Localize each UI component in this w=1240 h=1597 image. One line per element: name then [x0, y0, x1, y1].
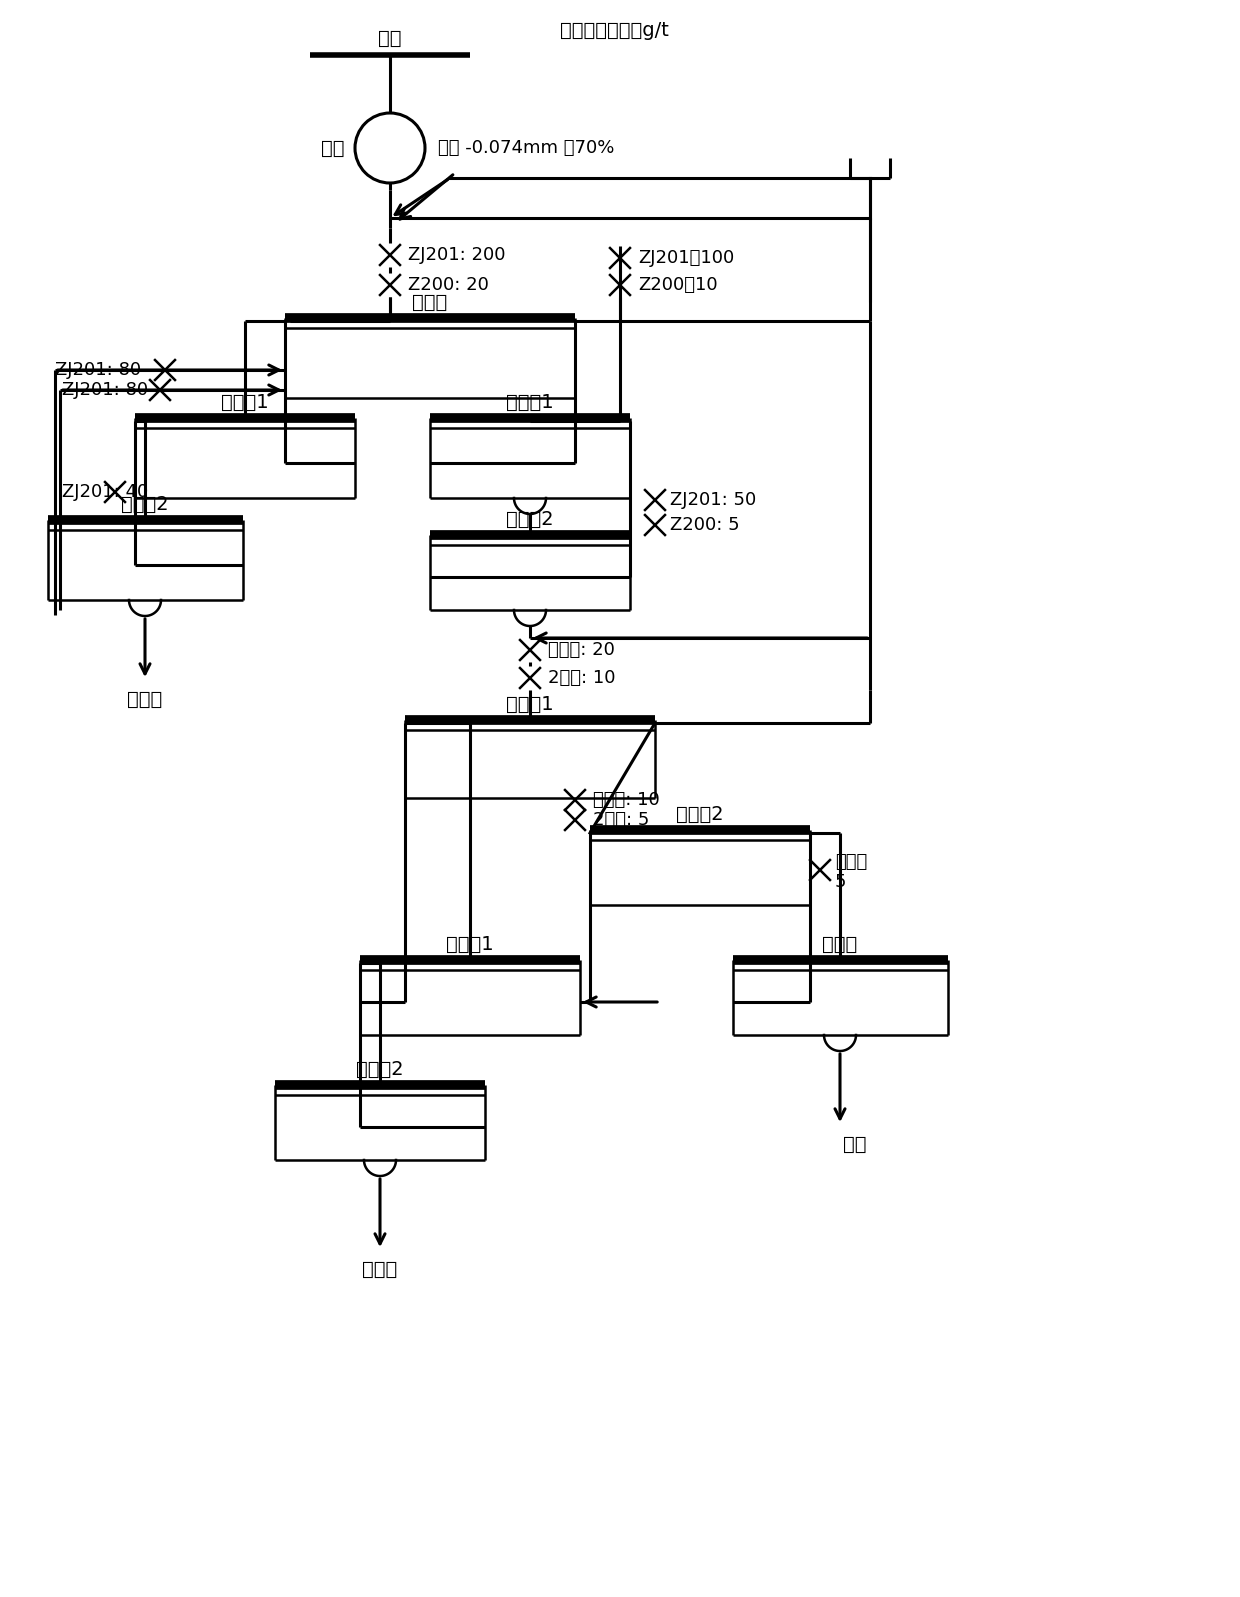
- Text: 铜粗选: 铜粗选: [413, 292, 448, 311]
- Text: 2号油: 5: 2号油: 5: [593, 811, 650, 829]
- Text: 原矿: 原矿: [378, 29, 402, 48]
- Text: 铅粗选1: 铅粗选1: [506, 695, 554, 714]
- Text: ZJ201: 40: ZJ201: 40: [62, 482, 149, 501]
- Text: ZJ201: 80: ZJ201: 80: [62, 382, 148, 399]
- Text: ZJ201: 80: ZJ201: 80: [55, 361, 141, 378]
- Text: 铜精选1: 铜精选1: [221, 393, 269, 412]
- Text: 尾矿: 尾矿: [843, 1135, 867, 1155]
- Text: 铅扫选: 铅扫选: [822, 934, 858, 953]
- Text: ZJ201：100: ZJ201：100: [639, 249, 734, 267]
- Text: 乙硫氮: 乙硫氮: [835, 853, 867, 870]
- Text: 细度 -0.074mm 占70%: 细度 -0.074mm 占70%: [438, 139, 614, 157]
- Text: 铅精矿: 铅精矿: [362, 1260, 398, 1279]
- Text: 铜精矿: 铜精矿: [128, 690, 162, 709]
- Text: 5: 5: [835, 874, 847, 891]
- Text: 铜精选2: 铜精选2: [122, 495, 169, 514]
- Text: Z200: 5: Z200: 5: [670, 516, 739, 533]
- Text: 铅粗选2: 铅粗选2: [676, 805, 724, 824]
- Text: 2号油: 10: 2号油: 10: [548, 669, 615, 687]
- Text: 磨矿: 磨矿: [321, 139, 345, 158]
- Text: Z200: 20: Z200: 20: [408, 276, 489, 294]
- Text: 铜扫选1: 铜扫选1: [506, 393, 554, 412]
- Text: Z200：10: Z200：10: [639, 276, 718, 294]
- Text: 铅精选1: 铅精选1: [446, 934, 494, 953]
- Text: 药剂用量单位：g/t: 药剂用量单位：g/t: [560, 21, 668, 40]
- Text: ZJ201: 200: ZJ201: 200: [408, 246, 506, 264]
- Text: 乙硫氮: 20: 乙硫氮: 20: [548, 640, 615, 660]
- Text: ZJ201: 50: ZJ201: 50: [670, 490, 756, 509]
- Text: 铅精选2: 铅精选2: [356, 1060, 404, 1080]
- Text: 铜扫选2: 铜扫选2: [506, 509, 554, 529]
- Text: 乙硫氮: 10: 乙硫氮: 10: [593, 791, 660, 810]
